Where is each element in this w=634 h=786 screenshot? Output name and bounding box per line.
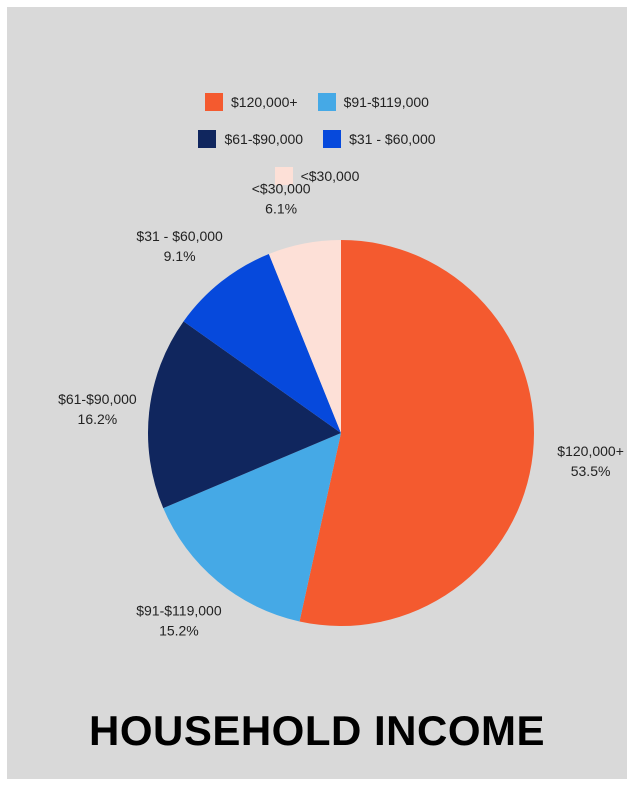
- slice-category-label: $61-$90,000: [58, 391, 137, 407]
- legend-label: $91-$119,000: [343, 94, 429, 110]
- chart-card: $120,000+ $91-$119,000 $61-$90,000 $31 -…: [7, 7, 627, 779]
- legend-item-120k: $120,000+: [205, 93, 298, 111]
- legend-label: $31 - $60,000: [349, 131, 436, 147]
- slice-category-label: $31 - $60,000: [136, 228, 223, 244]
- legend-swatch: [205, 93, 224, 111]
- legend-swatch: [317, 93, 336, 111]
- legend-row-1: $120,000+ $91-$119,000: [7, 93, 627, 111]
- pie-chart: $120,000+ 53.5% $91-$119,000 15.2% $61-$90,0…: [58, 180, 624, 638]
- legend-label: <$30,000: [300, 168, 360, 184]
- legend-item-under-30k: <$30,000: [274, 167, 360, 185]
- legend-item-91k-119k: $91-$119,000: [317, 93, 429, 111]
- legend-item-31k-60k: $31 - $60,000: [323, 130, 436, 148]
- slice-category-label: <$30,000: [252, 180, 311, 196]
- pie-slice-0: [299, 240, 535, 627]
- legend-label: $120,000+: [231, 94, 298, 110]
- pie-slice-4: [268, 240, 341, 433]
- legend-swatch: [198, 130, 217, 148]
- legend-swatch: [323, 130, 342, 148]
- slice-percent-label: 15.2%: [159, 622, 199, 638]
- pie-slice-1: [163, 433, 341, 622]
- slice-category-label: $91-$119,000: [136, 602, 222, 618]
- legend-row-2: $61-$90,000 $31 - $60,000: [7, 130, 627, 148]
- legend-item-61k-90k: $61-$90,000: [198, 130, 303, 148]
- slice-percent-label: 9.1%: [164, 248, 196, 264]
- pie-slice-3: [183, 253, 341, 433]
- legend-swatch: [274, 167, 293, 185]
- slice-percent-label: 6.1%: [265, 200, 297, 216]
- slice-category-label: $120,000+: [557, 443, 624, 459]
- legend-row-3: <$30,000: [7, 167, 627, 185]
- slice-percent-label: 53.5%: [571, 463, 611, 479]
- legend-label: $61-$90,000: [224, 131, 304, 147]
- chart-title: HOUSEHOLD INCOME: [88, 707, 545, 754]
- slice-percent-label: 16.2%: [78, 411, 118, 427]
- pie-slice-2: [148, 321, 341, 509]
